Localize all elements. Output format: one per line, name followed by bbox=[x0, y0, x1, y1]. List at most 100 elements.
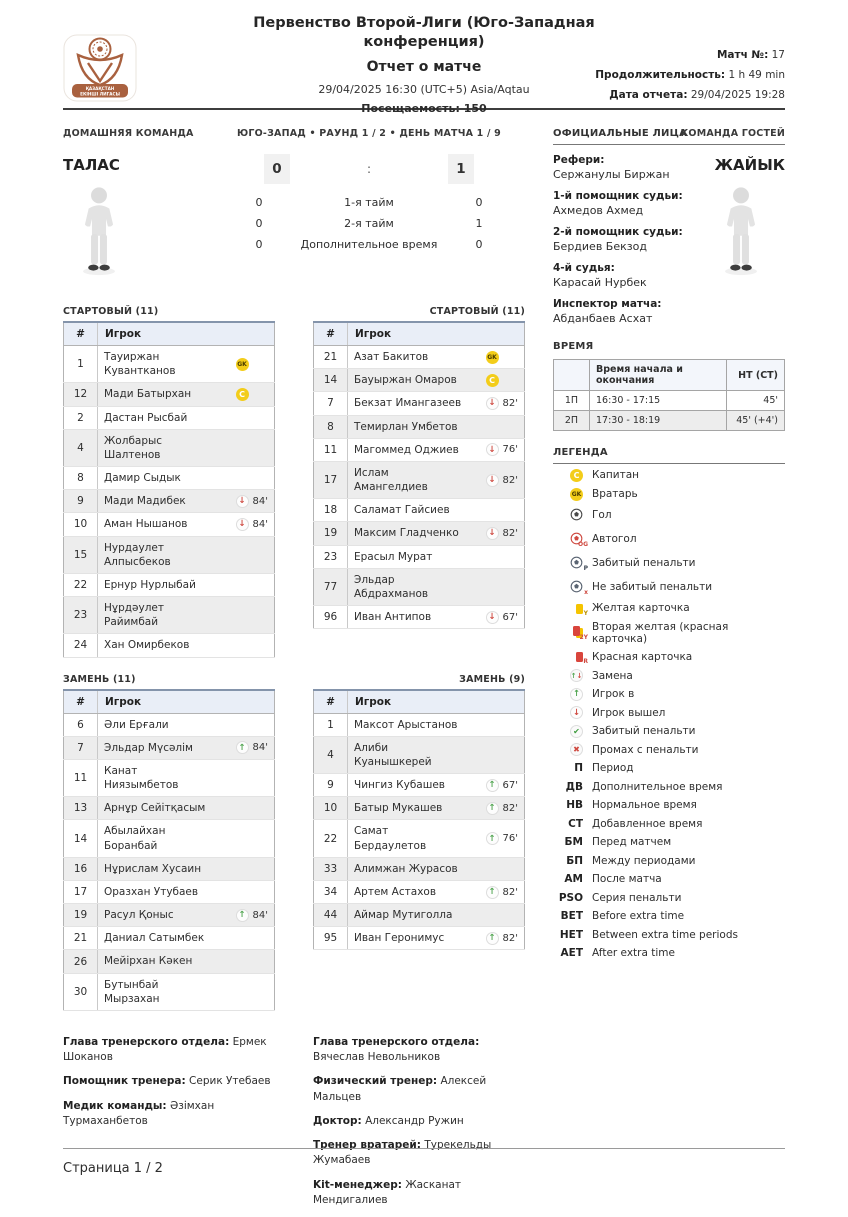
player-row: 34 Артем Астахов ↑ 82' bbox=[313, 880, 525, 905]
period-away-score: 1 bbox=[475, 217, 483, 231]
player-row: 8 Дамир Сыдык bbox=[63, 466, 275, 491]
period-away-score: 0 bbox=[475, 237, 483, 251]
player-row: 10 Аман Нышанов ↓ 84' bbox=[63, 512, 275, 537]
player-out-icon: ↓ bbox=[485, 473, 499, 487]
red-card-icon: R bbox=[576, 652, 588, 665]
legend-label: Дополнительное время bbox=[592, 780, 723, 793]
legend-label: Игрок в bbox=[592, 688, 635, 701]
time-title: ВРЕМЯ bbox=[553, 341, 594, 352]
player-row: 17 Оразхан Утубаев bbox=[63, 880, 275, 905]
legend-label: Промах с пенальти bbox=[592, 743, 699, 756]
player-number: 44 bbox=[313, 903, 348, 928]
player-row: 77 Эльдар Абдрахманов bbox=[313, 568, 525, 607]
column-number: # bbox=[313, 688, 348, 714]
staff-role: Медик команды: bbox=[63, 1099, 167, 1112]
legend-item: OG Автогол bbox=[553, 530, 785, 549]
legend-label: Между периодами bbox=[592, 854, 696, 867]
player-in-icon: ↑ bbox=[485, 885, 499, 899]
player-row: 96 Иван Антипов ↓ 67' bbox=[313, 605, 525, 630]
official-role: 2-й помощник судьи: bbox=[553, 226, 683, 238]
player-row: 23 Нұрдәулет Райимбай bbox=[63, 596, 275, 635]
player-number: 10 bbox=[63, 512, 98, 537]
abbr-СТ-icon: СТ bbox=[568, 817, 583, 830]
player-row: 8 Темирлан Умбетов bbox=[313, 415, 525, 439]
home-player-silhouette bbox=[69, 184, 213, 282]
player-row: 23 Ерасыл Мурат bbox=[313, 545, 525, 569]
abbr-П-icon: П bbox=[574, 762, 583, 775]
player-row: 2 Дастан Рысбай bbox=[63, 406, 275, 430]
staff-entry: Глава тренерского отдела: Вячеслав Невол… bbox=[313, 1035, 525, 1065]
player-events: ↑ 76' bbox=[466, 832, 518, 846]
legend-label: Период bbox=[592, 762, 634, 775]
player-number: 9 bbox=[313, 773, 348, 798]
player-name: Нурдаулет Алпысбеков bbox=[104, 541, 171, 568]
player-number: 13 bbox=[63, 796, 98, 821]
legend-item: ↑ ↓ Замена bbox=[553, 669, 785, 683]
player-number: 17 bbox=[63, 880, 98, 905]
player-name: Чингиз Кубашев bbox=[354, 779, 445, 792]
player-in-icon: ↑ bbox=[235, 908, 249, 922]
period-row: 0 2-я тайм 1 bbox=[241, 217, 497, 231]
player-name: Тауиржан Кувантканов bbox=[104, 351, 176, 378]
column-number: # bbox=[63, 321, 98, 346]
player-name: Даниал Сатымбек bbox=[104, 932, 205, 945]
player-events: ↑ 82' bbox=[466, 885, 518, 899]
player-out-icon: ↓ bbox=[485, 526, 499, 540]
staff-role: Глава тренерского отдела: bbox=[63, 1035, 230, 1048]
away-player-silhouette bbox=[711, 184, 771, 282]
player-events: ↓ 84' bbox=[216, 494, 268, 508]
player-name: Расул Қоныс bbox=[104, 909, 174, 922]
official-name: Абданбаев Асхат bbox=[553, 312, 653, 325]
time-row: 1П 16:30 - 17:15 45' bbox=[553, 390, 785, 411]
player-in-icon: ↑ bbox=[485, 832, 499, 846]
player-number: 26 bbox=[63, 949, 98, 974]
period-home-score: 0 bbox=[255, 217, 263, 231]
player-in-icon: ↑ bbox=[485, 778, 499, 792]
player-name: Жолбарыс Шалтенов bbox=[104, 434, 163, 461]
legend-label: Замена bbox=[592, 669, 633, 682]
column-player: Игрок bbox=[347, 688, 525, 714]
substitute-lineups: ЗАМЕНЬ (11) # Игрок 6 Әли Ерғали 7 Эльда… bbox=[63, 674, 525, 1011]
substitution-minute: 76' bbox=[502, 833, 518, 845]
player-name: Эльдар Абдрахманов bbox=[354, 573, 429, 600]
home-staff: Глава тренерского отдела: Ермек Шоканов … bbox=[63, 1035, 275, 1217]
player-in-icon: ↑ bbox=[235, 741, 249, 755]
player-name: Нұрислам Хусаин bbox=[104, 862, 202, 875]
home-score: 0 bbox=[264, 154, 290, 184]
player-row: 22 Самат Бердаулетов ↑ 76' bbox=[313, 819, 525, 858]
player-events: GK bbox=[466, 350, 518, 364]
player-number: 19 bbox=[313, 521, 348, 546]
player-events: ↓ 82' bbox=[466, 526, 518, 540]
legend-item: P Забитый пенальти bbox=[553, 554, 785, 573]
away-subs-title: ЗАМЕНЬ (9) bbox=[459, 673, 525, 685]
player-row: 7 Бекзат Имангазеев ↓ 82' bbox=[313, 391, 525, 416]
logo-text-line2: ЕКІНШІ ЛИГАСЫ bbox=[80, 92, 120, 97]
player-name: Канат Ниязымбетов bbox=[104, 764, 179, 792]
legend-item: ✖ Промах с пенальти bbox=[553, 743, 785, 757]
scoreboard: ДОМАШНЯЯ КОМАНДА ТАЛАС ЮГО-ЗАПАД • РАУН bbox=[63, 128, 525, 294]
player-number: 34 bbox=[313, 880, 348, 905]
match-meta: Матч №: 17 Продолжительность: 1 h 49 min… bbox=[595, 46, 785, 106]
player-row: 9 Мади Мадибек ↓ 84' bbox=[63, 489, 275, 514]
substitution-minute: 82' bbox=[502, 932, 518, 944]
legend-label: После матча bbox=[592, 873, 662, 886]
away-team-name: ЖАЙЫК bbox=[714, 156, 785, 174]
period-scores: 0 1-я тайм 0 0 2-я тайм 1 0 Дополнительн… bbox=[241, 196, 497, 251]
legend-item: HET Between extra time periods bbox=[553, 928, 785, 942]
captain-icon: C bbox=[485, 373, 499, 387]
player-name: Мади Батырхан bbox=[104, 388, 192, 401]
player-row: 14 Абылайхан Боранбай bbox=[63, 819, 275, 858]
logo-text-line1: ҚАЗАҚСТАН bbox=[86, 86, 115, 91]
staff-name: Әзімхан Турмаханбетов bbox=[63, 1099, 215, 1127]
player-events: ↓ 84' bbox=[216, 517, 268, 531]
time-table: Время начала и окончания HT (CT) 1П 16:3… bbox=[553, 359, 785, 431]
player-row: 95 Иван Геронимус ↑ 82' bbox=[313, 926, 525, 951]
period-row: 0 Дополнительное время 0 bbox=[241, 238, 497, 252]
player-name: Ислам Амангелдиев bbox=[354, 466, 428, 494]
player-number: 1 bbox=[63, 345, 98, 384]
player-events: ↑ 84' bbox=[216, 741, 268, 755]
player-number: 96 bbox=[313, 605, 348, 630]
player-number: 95 bbox=[313, 926, 348, 951]
legend-item: СТ Добавленное время bbox=[553, 817, 785, 831]
substitution-minute: 67' bbox=[502, 611, 518, 623]
